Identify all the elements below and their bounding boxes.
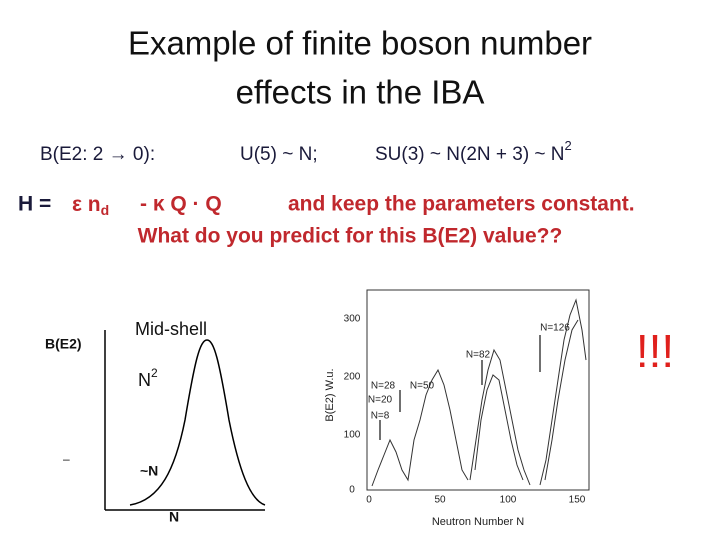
eps-sub: d [101, 202, 110, 218]
y-tick-label: 100 [344, 430, 361, 441]
plot-y-label: B(E2) W.u. [324, 368, 336, 421]
note: and keep the parameters constant. [288, 193, 635, 216]
y-tick-label: 200 [344, 372, 361, 383]
annotation: N=20 [368, 395, 393, 406]
h-equals: H = [18, 193, 51, 216]
title-line: effects in the IBA [236, 74, 485, 111]
annotation-arrows [379, 335, 541, 440]
n2-label: N2 [138, 366, 158, 390]
question: What do you predict for this B(E2) value… [138, 225, 563, 248]
small-n: ~N [140, 463, 158, 479]
data-curves [371, 298, 587, 487]
x-tick-label: 50 [434, 495, 446, 506]
su3-sup: 2 [565, 138, 572, 153]
eps-main: ε n [72, 193, 101, 216]
bell-curve [129, 339, 266, 506]
su3-main: SU(3) ~ N(2N + 3) ~ N [375, 144, 565, 165]
x-tick-label: 150 [569, 495, 586, 506]
n2-sup: 2 [151, 366, 158, 380]
sketch-y-label: B(E2) [45, 336, 82, 352]
y-tick-label: 0 [349, 485, 355, 496]
x-tick-label: 100 [500, 495, 517, 506]
title-line: Example of finite boson number [128, 25, 592, 62]
sketch-x-label: N [169, 509, 179, 525]
u5-text: U(5) ~ N; [240, 144, 318, 165]
n2-main: N [138, 370, 151, 390]
x-tick-label: 0 [366, 495, 372, 506]
annotation: N=28 [371, 381, 396, 392]
eps-term: ε nd [72, 193, 109, 218]
annotation: N=50 [410, 381, 435, 392]
mid-shell: Mid-shell [135, 319, 207, 339]
plot-frame [366, 289, 590, 491]
kappa-term: - κ Q · Q [140, 193, 222, 216]
plot-x-label: Neutron Number N [432, 516, 524, 528]
annotation: N=82 [466, 350, 491, 361]
plot: 0 100 200 300 0 50 100 150 B(E2) W.u. Ne… [324, 289, 590, 528]
y-tick-label: 300 [344, 314, 361, 325]
b-e2-label: B(E2: 2 → 0): [40, 144, 155, 165]
dash: – [63, 452, 70, 466]
su3-text: SU(3) ~ N(2N + 3) ~ N2 [375, 138, 572, 165]
annotation: N=8 [371, 411, 390, 422]
annotation: N=126 [540, 323, 570, 334]
exclaim: !!! [636, 325, 674, 377]
